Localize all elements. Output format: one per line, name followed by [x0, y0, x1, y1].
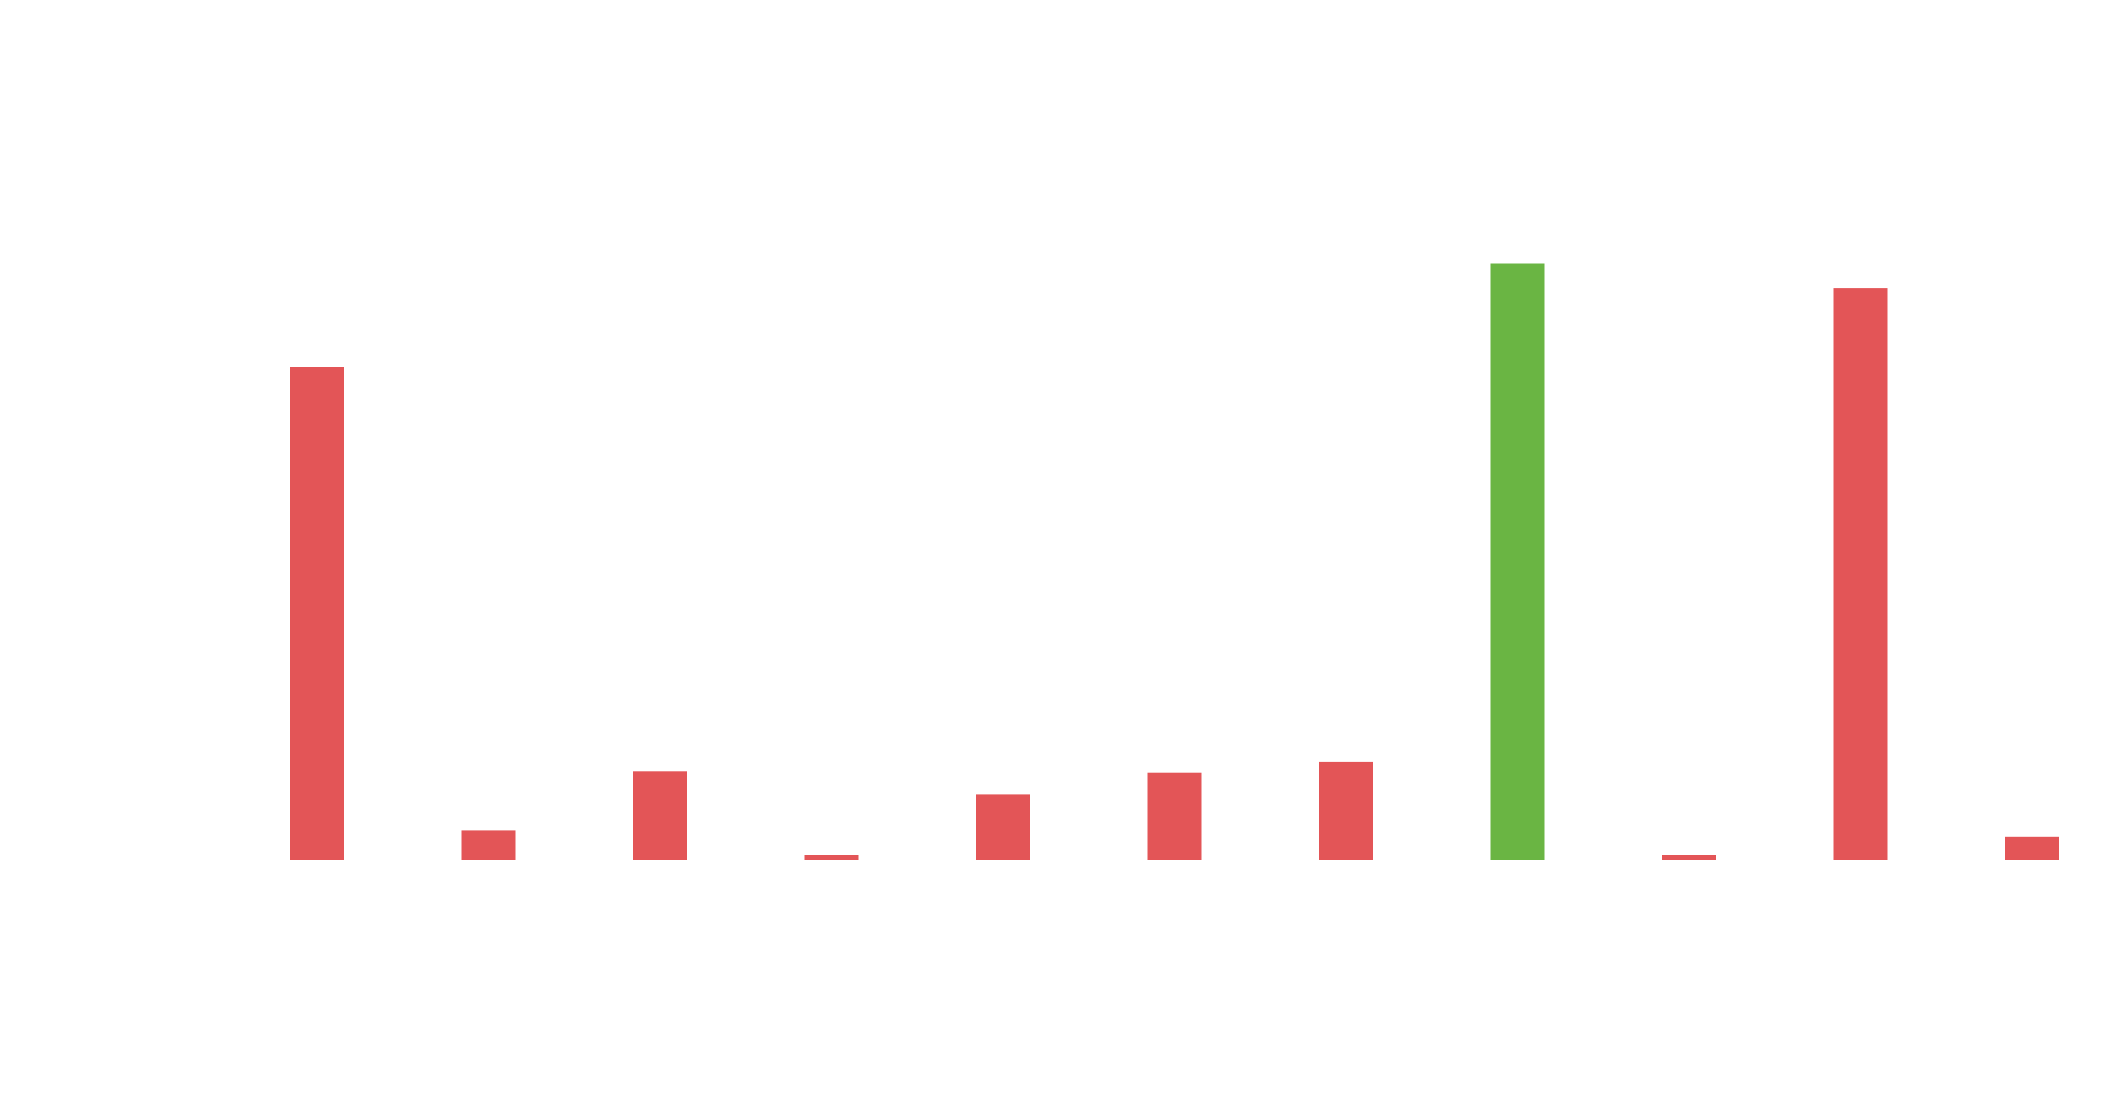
bar: [1662, 855, 1716, 860]
bar: [804, 855, 859, 860]
bar: [2005, 836, 2059, 860]
bar: [461, 830, 516, 860]
bar: [290, 367, 344, 860]
bar: [976, 794, 1030, 860]
bar: [633, 771, 687, 860]
bar: [1319, 761, 1373, 860]
bars-group: [290, 263, 2059, 861]
bar: [1833, 288, 1888, 861]
bar: [1147, 772, 1202, 860]
bar-highlight: [1490, 263, 1545, 860]
